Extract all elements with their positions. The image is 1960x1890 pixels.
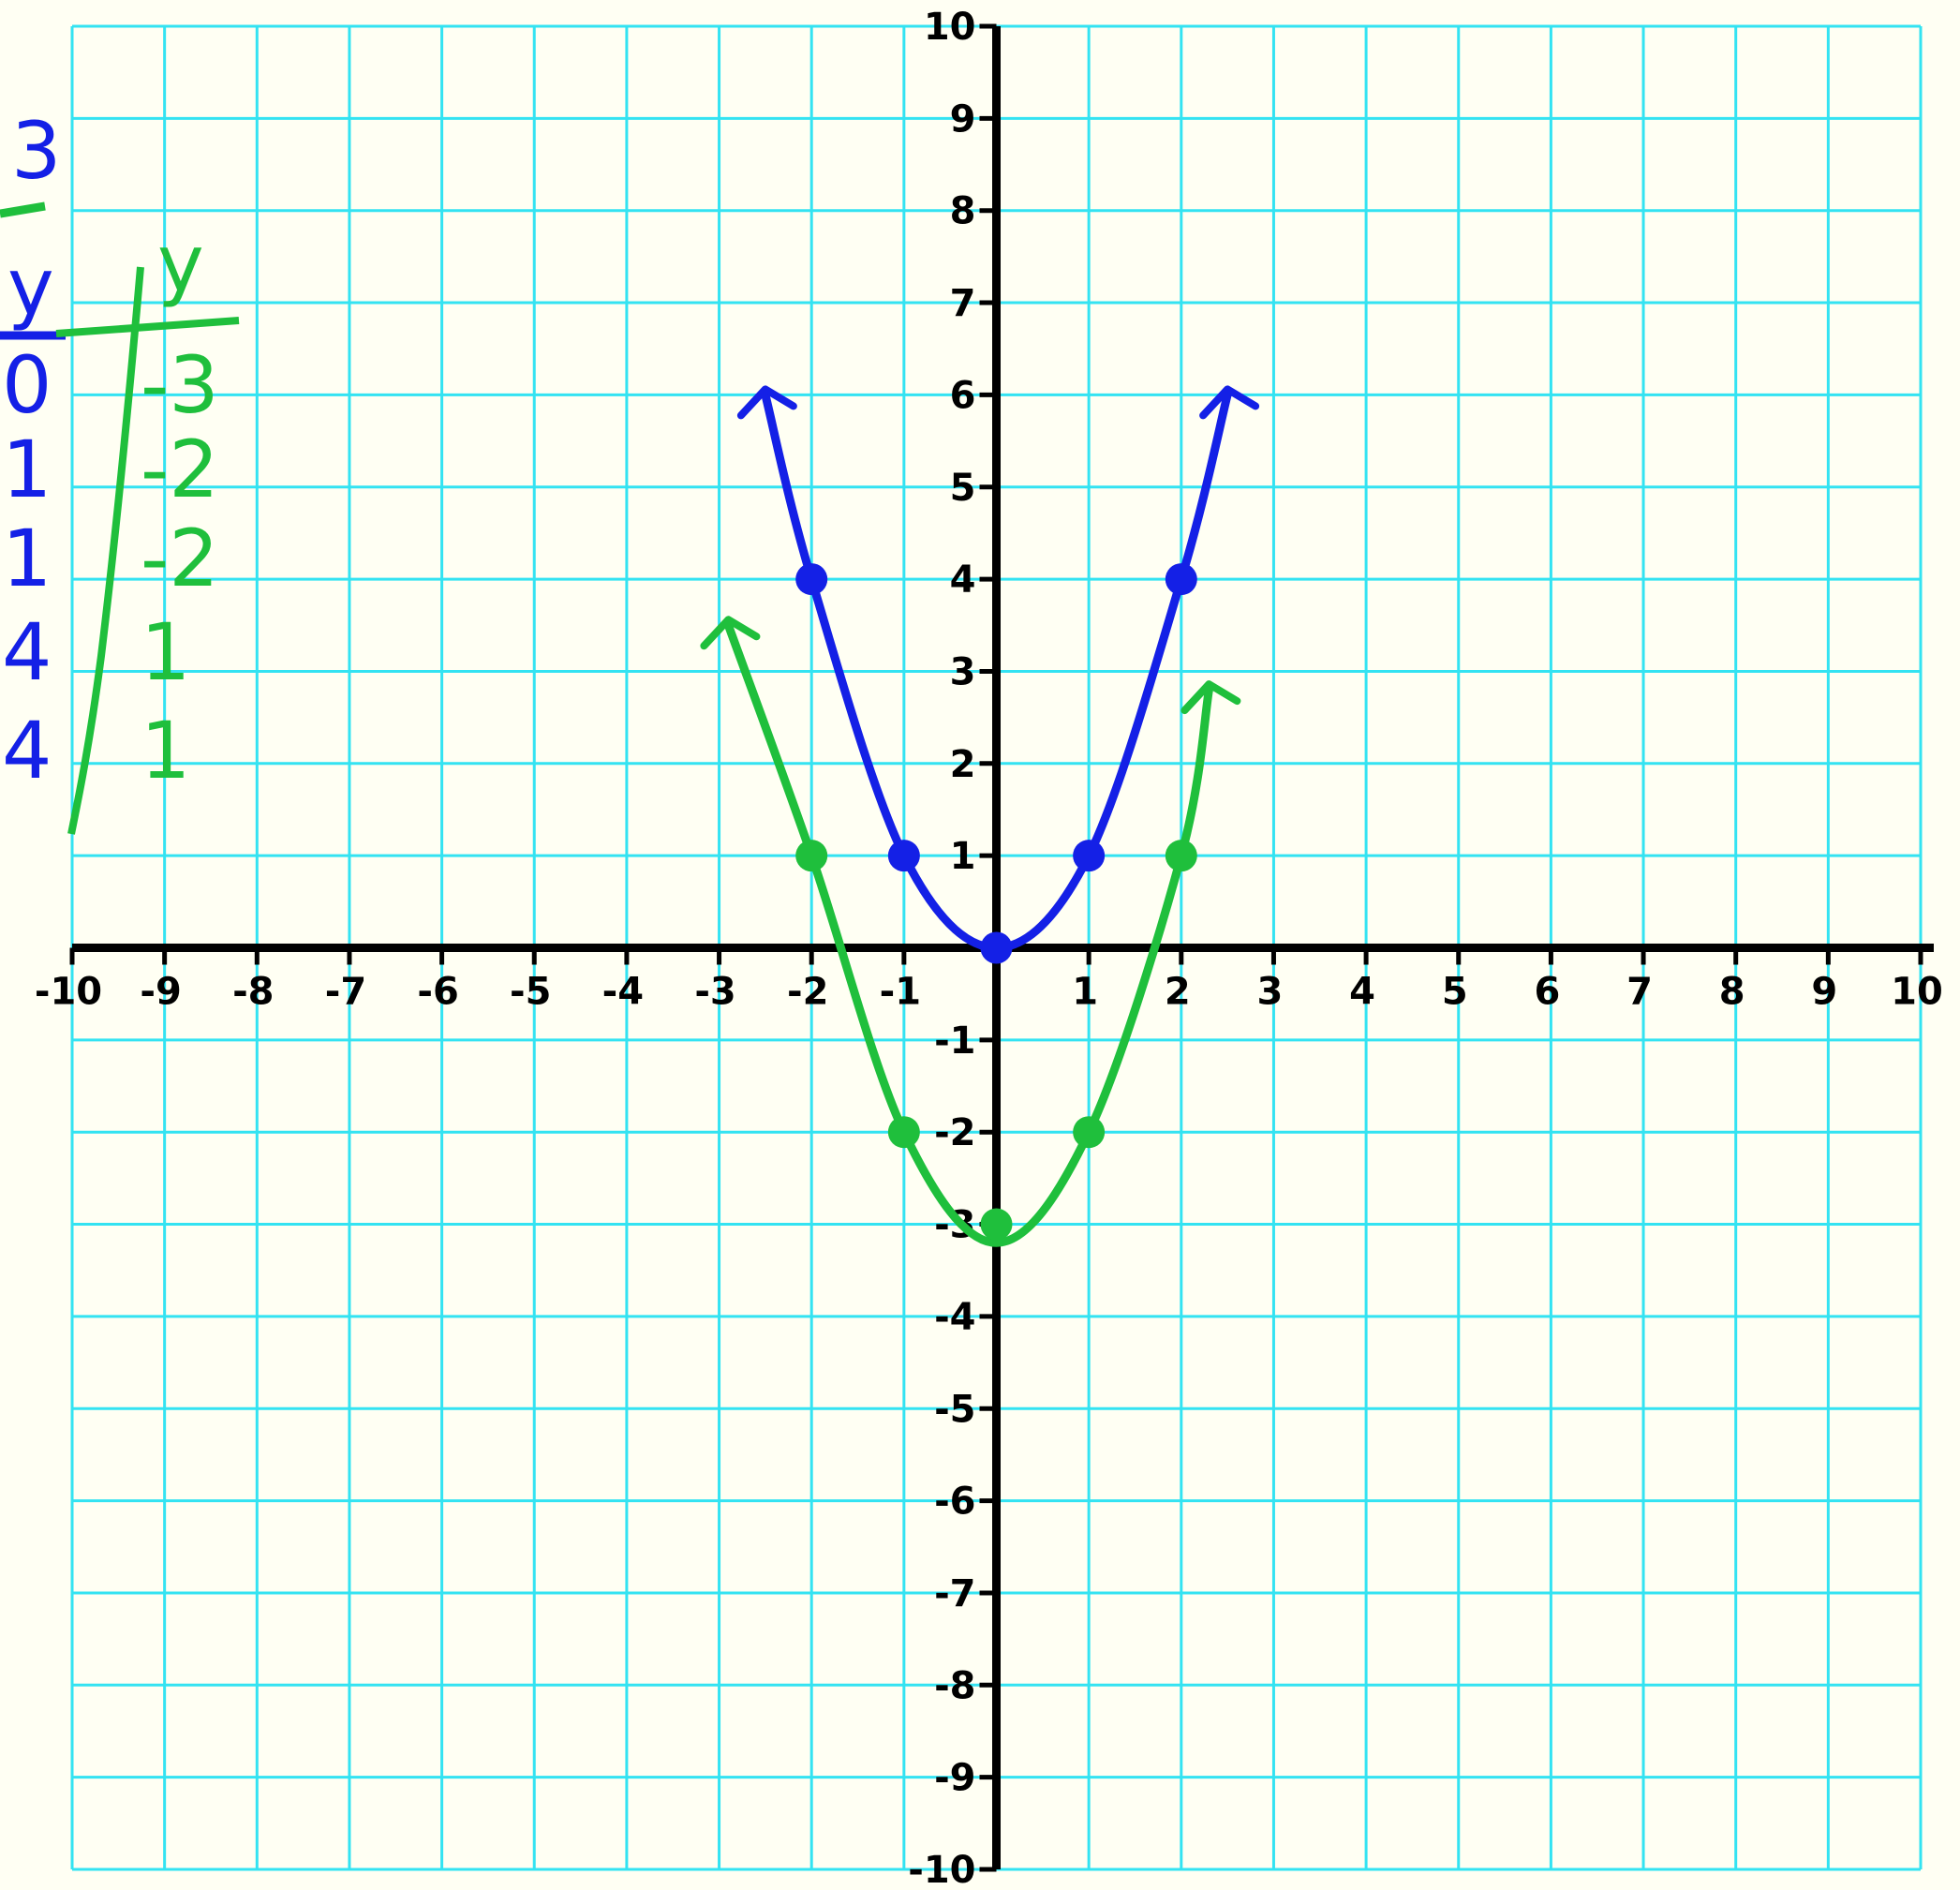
x-tick-labels: -10 -9 -8 -7 -6 -5 -4 -3 -2 -1 1 2 3 4 5 6 7 8 9 10 — [35, 971, 1943, 1014]
y-tick-label: -2 — [934, 1111, 975, 1154]
x-tick-label: 4 — [1349, 971, 1375, 1014]
y-tick-label: 5 — [950, 467, 976, 510]
data-points — [795, 563, 1197, 1241]
table-green-values: -3-2-211 — [141, 339, 219, 796]
green-point — [795, 840, 828, 872]
blue-point — [1073, 840, 1106, 872]
y-tick-label: -10 — [908, 1849, 975, 1890]
y-tick-label: 2 — [950, 743, 976, 786]
y-tick-label: 8 — [950, 190, 976, 233]
blue-point — [1165, 563, 1197, 596]
green-point — [980, 1208, 1013, 1241]
green-arrowhead — [1180, 680, 1241, 715]
blue-arrowhead — [1199, 385, 1260, 420]
x-tick-label: -10 — [35, 971, 102, 1014]
y-tick-label: -8 — [934, 1664, 975, 1707]
y-tick-labels: 10 9 8 7 6 5 4 3 2 1 -1 -2 -3 -4 -5 -6 -7 -8 -9 -10 — [908, 6, 975, 1890]
y-tick-label: -7 — [934, 1572, 975, 1615]
y-tick-label: 6 — [950, 374, 976, 417]
table-green-value: 1 — [141, 606, 190, 698]
x-tick-label: 3 — [1257, 971, 1284, 1014]
y-tick-label: -4 — [934, 1296, 975, 1339]
y-tick-label: 1 — [950, 835, 976, 878]
y-tick-label: 9 — [950, 97, 976, 141]
table-blue-value: 1 — [2, 424, 52, 515]
table-green-value: -3 — [141, 339, 219, 431]
x-tick-label: -5 — [510, 971, 551, 1014]
y-tick-label: -1 — [934, 1019, 975, 1063]
y-tick-label: 4 — [950, 558, 976, 602]
y-tick-label: -9 — [934, 1757, 975, 1800]
table-green-value: 1 — [141, 705, 190, 796]
x-tick-label: -9 — [140, 971, 181, 1014]
blue-point — [795, 563, 828, 596]
table-blue-value: 1 — [2, 513, 52, 604]
green-point — [887, 1116, 920, 1149]
x-tick-label: -2 — [787, 971, 828, 1014]
y-tick-label: 7 — [950, 282, 976, 325]
x-tick-label: -3 — [694, 971, 735, 1014]
blue-point — [980, 931, 1013, 964]
y-tick-label: 3 — [950, 650, 976, 693]
blue-arrowhead — [736, 385, 797, 420]
table-top-label: 3 — [11, 105, 61, 197]
table-blue-value: 0 — [2, 339, 52, 431]
x-tick-label: 1 — [1072, 971, 1098, 1014]
x-tick-label: 2 — [1165, 971, 1191, 1014]
x-tick-label: -7 — [325, 971, 366, 1014]
table-blue-value: 4 — [2, 606, 52, 698]
green-point — [1165, 840, 1197, 872]
table-blue-header: y — [7, 241, 54, 333]
table-green-header: y — [157, 217, 204, 309]
x-tick-label: 8 — [1719, 971, 1745, 1014]
table-green-value: -2 — [141, 424, 219, 515]
x-tick-label: 7 — [1626, 971, 1653, 1014]
x-tick-label: -8 — [232, 971, 274, 1014]
blue-point — [887, 840, 920, 872]
y-tick-label: -3 — [934, 1204, 975, 1247]
x-tick-label: -6 — [417, 971, 458, 1014]
table-green-value: -2 — [141, 513, 219, 604]
y-tick-label: -5 — [934, 1388, 975, 1431]
green-point — [1073, 1116, 1106, 1149]
x-tick-label: 10 — [1891, 971, 1943, 1014]
x-tick-label: 9 — [1811, 971, 1837, 1014]
table-blue-value: 4 — [2, 705, 52, 796]
x-tick-label: 6 — [1534, 971, 1560, 1014]
green-arrowhead — [700, 616, 761, 650]
x-tick-label: -1 — [880, 971, 921, 1014]
y-tick-label: -6 — [934, 1481, 975, 1524]
x-tick-label: -4 — [602, 971, 644, 1014]
x-tick-label: 5 — [1442, 971, 1468, 1014]
y-tick-label: 10 — [924, 6, 976, 49]
